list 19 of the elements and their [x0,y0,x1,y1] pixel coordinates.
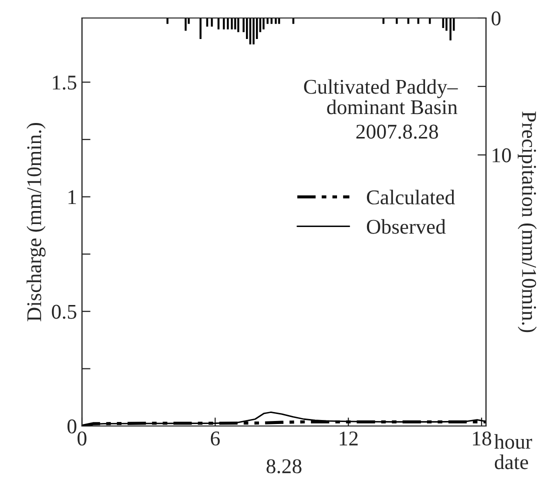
y-tick-label: 1 [68,190,76,204]
y2-tick-label: 10 [492,148,511,162]
x-tick-label: 6 [210,432,220,446]
text: 8.28 [266,459,302,474]
legend-label: Observed [366,219,446,234]
x-tick-label: 12 [340,432,358,446]
y-axis-title: Discharge (mm/10min.) [26,123,46,322]
y-tick-label: 0.5 [52,304,76,319]
text: date [494,454,528,470]
x-axis-title: hour [494,434,532,449]
annotation: 2007.8.28 [356,124,438,139]
legend-label: Calculated [366,190,455,204]
x-tick-label: 18 [472,431,492,446]
x-tick-label: 0 [78,431,86,446]
y2-axis-title: Precipitation (mm/10min.) [518,112,537,332]
y2-tick-label: 0 [492,11,500,26]
y-tick-label: 0 [68,419,76,434]
y-tick-label: 1.5 [52,76,76,90]
annotation: Cultivated Paddy– dominant Basin [304,79,458,114]
